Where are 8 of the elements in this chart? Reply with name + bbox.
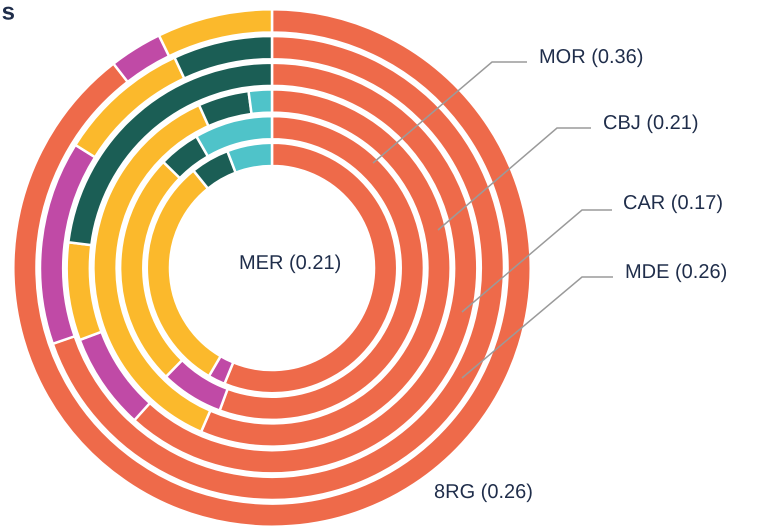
text: MDE (0.26) bbox=[625, 261, 728, 283]
text: CAR (0.17) bbox=[623, 192, 724, 214]
text: CBJ (0.21) bbox=[603, 112, 699, 134]
text: MOR (0.36) bbox=[539, 46, 644, 68]
chart-title: s bbox=[2, 0, 15, 26]
text: MER (0.21) bbox=[239, 252, 342, 274]
text: 8RG (0.26) bbox=[434, 481, 533, 503]
donut-slice bbox=[12, 8, 532, 528]
